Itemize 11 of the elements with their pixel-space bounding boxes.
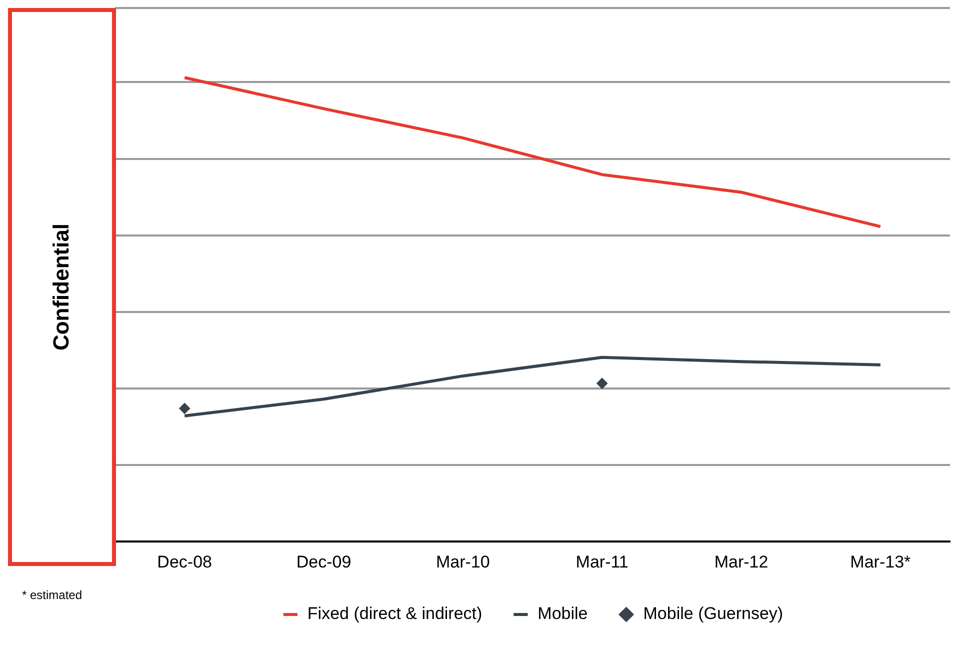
- legend-label: Fixed (direct & indirect): [307, 604, 482, 624]
- x-tick-label: Mar-12: [714, 552, 768, 572]
- x-tick-label: Dec-08: [157, 552, 212, 572]
- legend-label: Mobile: [538, 604, 588, 624]
- x-tick-label: Mar-13*: [850, 552, 912, 572]
- x-tick-label: Dec-09: [296, 552, 352, 572]
- confidential-box: Confidential: [8, 8, 116, 566]
- x-tick-label: Mar-10: [436, 552, 490, 572]
- text: * estimated: [22, 588, 82, 602]
- legend-label: Mobile (Guernsey): [643, 604, 784, 624]
- x-tick-label: Mar-11: [576, 552, 628, 572]
